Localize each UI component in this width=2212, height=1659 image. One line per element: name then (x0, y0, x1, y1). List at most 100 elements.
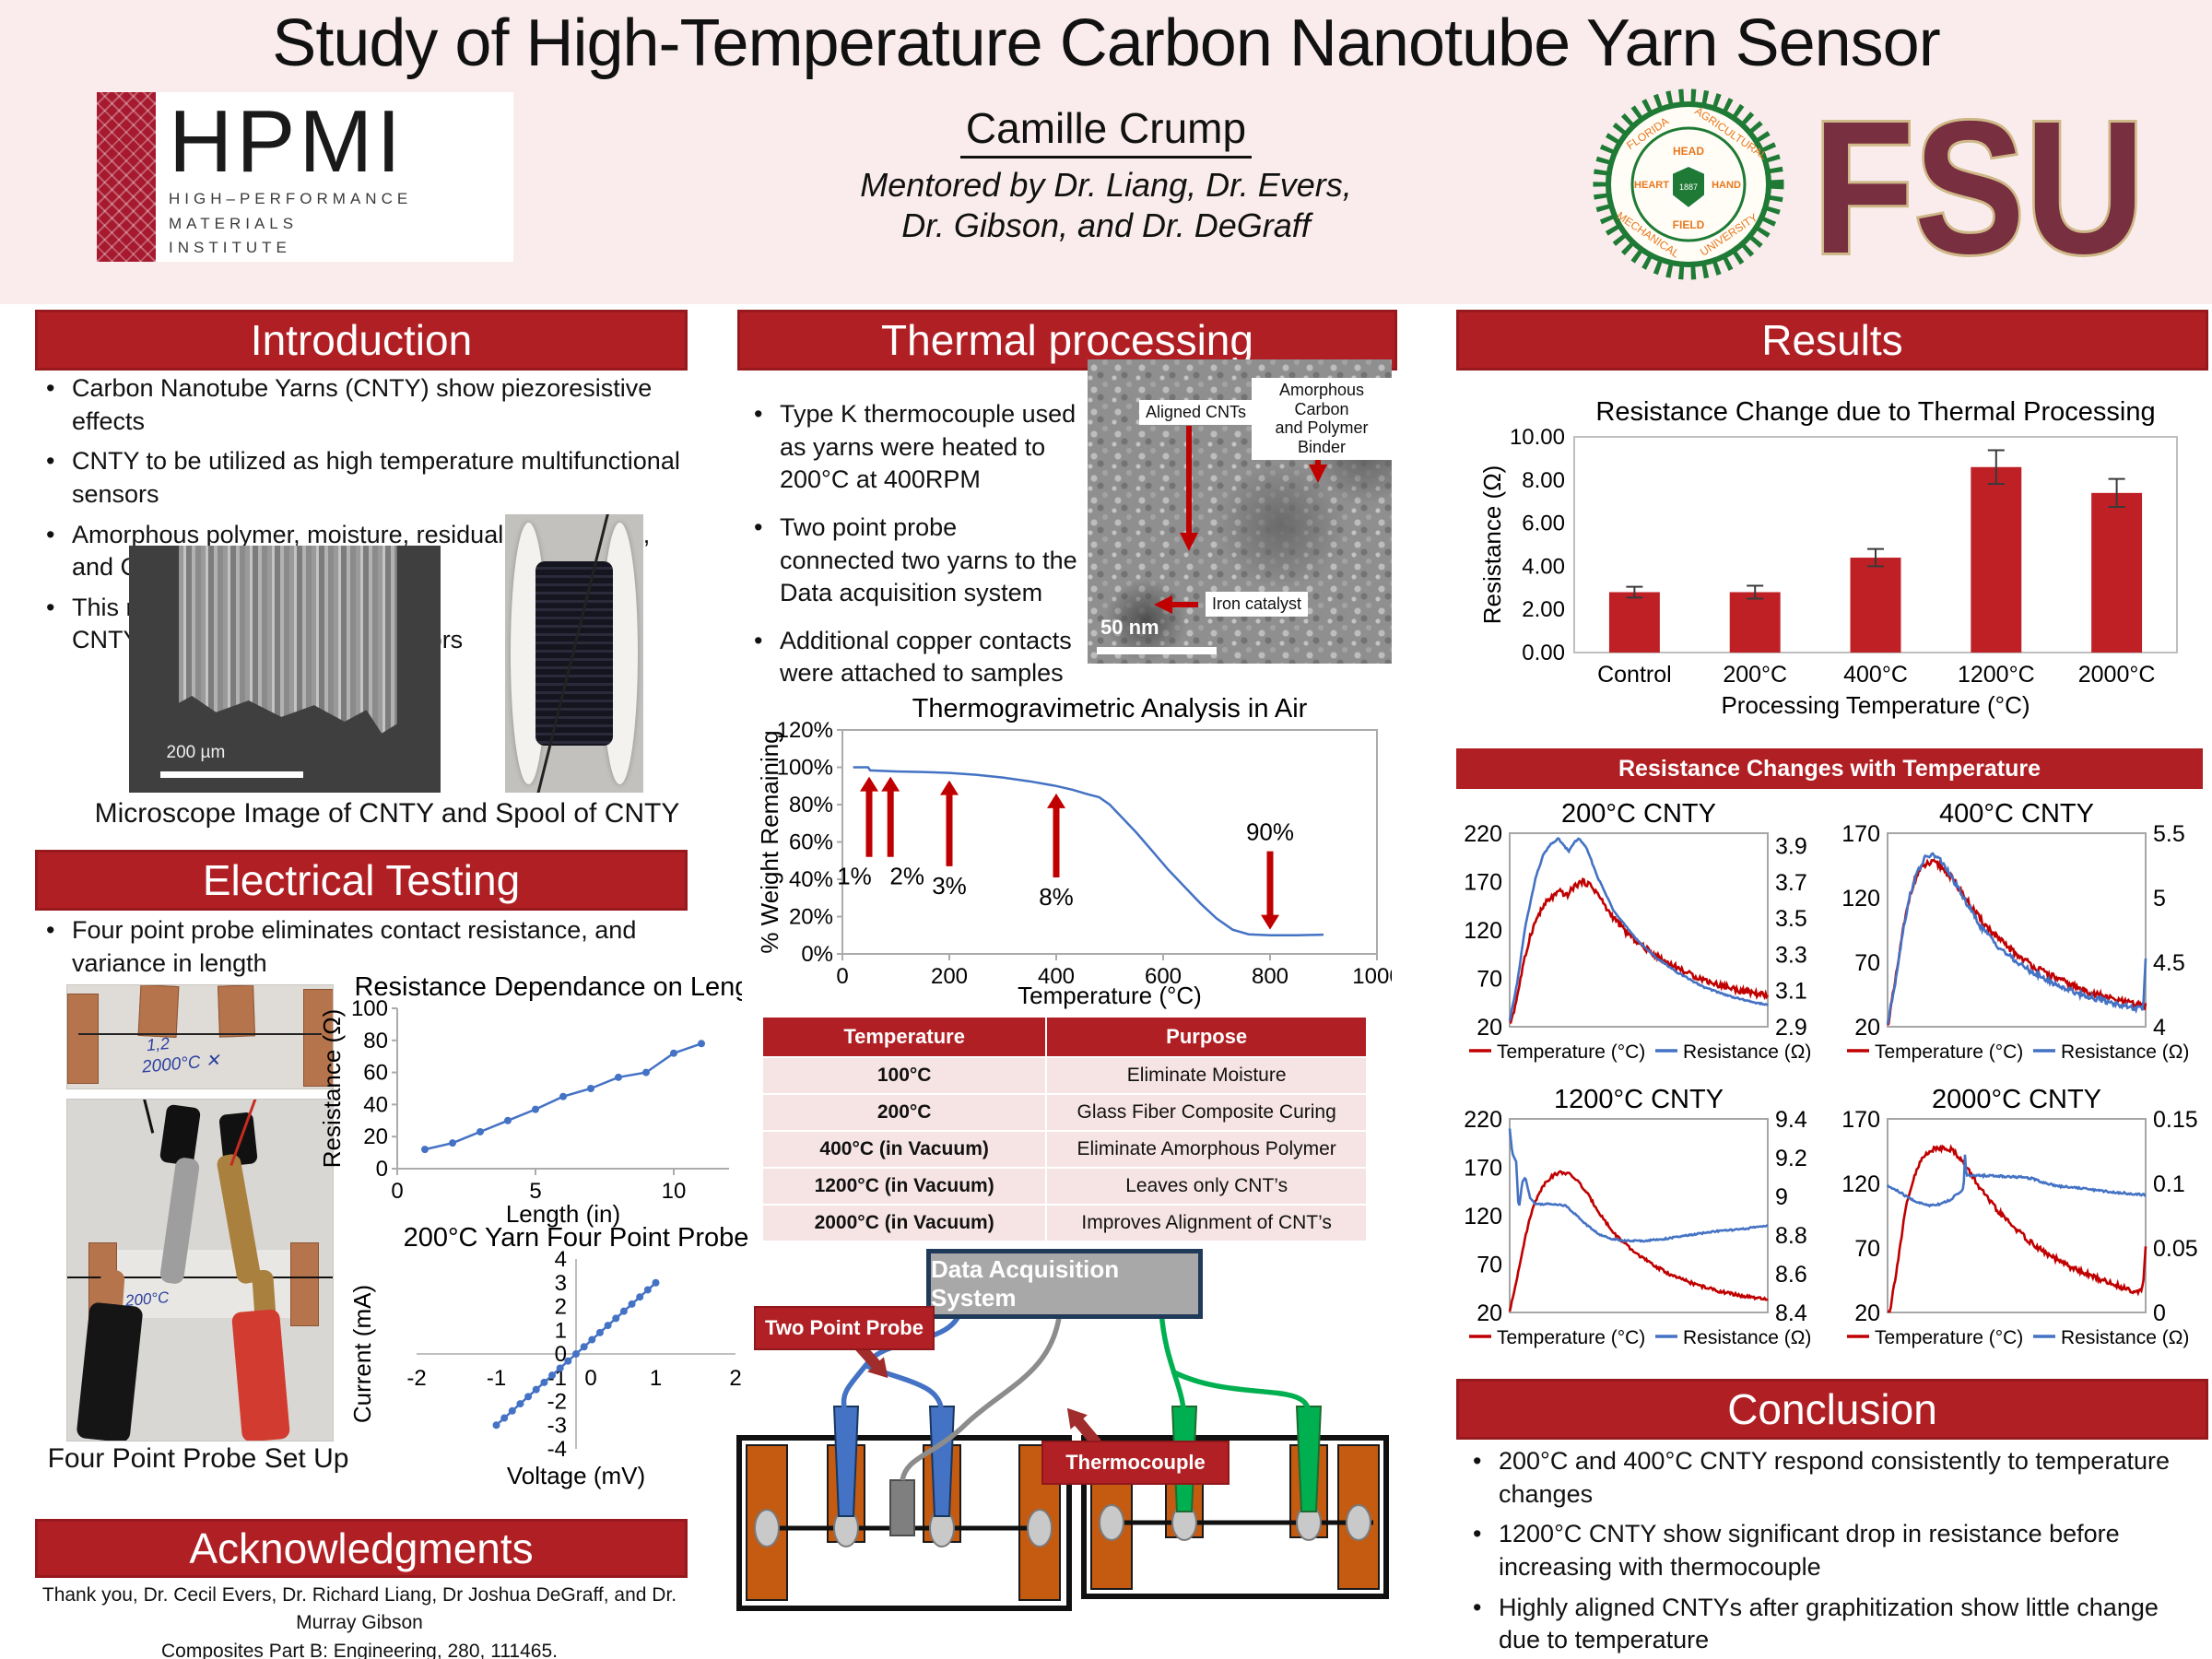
svg-text:80%: 80% (789, 793, 833, 818)
svg-text:800: 800 (1252, 964, 1288, 989)
svg-text:4: 4 (2153, 1015, 2166, 1041)
svg-text:Resistance Change due to Therm: Resistance Change due to Thermal Process… (1595, 397, 2155, 427)
svg-text:2%: 2% (889, 863, 924, 890)
svg-text:-2: -2 (547, 1390, 567, 1415)
svg-text:Resistance (Ω): Resistance (Ω) (1683, 1327, 1811, 1348)
chart-tga: Thermogravimetric Analysis in Air 0% 20% 40… (756, 693, 1392, 1011)
svg-text:100: 100 (351, 996, 388, 1021)
spool-photo (505, 514, 643, 793)
electrical-bullets: Four point probe eliminates contact resi… (37, 914, 710, 987)
svg-text:70: 70 (1477, 967, 1502, 993)
thermal-table: Temperature Purpose 100°C Eliminate Mois… (760, 1016, 1368, 1242)
conclusion-bullets: 200°C and 400°C CNTY respond consistentl… (1464, 1445, 2203, 1659)
svg-text:0.1: 0.1 (2153, 1171, 2185, 1197)
svg-text:10: 10 (662, 1179, 687, 1204)
svg-text:Resistance (Ω): Resistance (Ω) (318, 1009, 346, 1169)
svg-text:6.00: 6.00 (1522, 512, 1565, 536)
two-point-probe-pin (832, 1406, 860, 1517)
hpmi-subline-2: MATERIALS (169, 214, 299, 232)
svg-text:2: 2 (555, 1295, 567, 1320)
ack-line: Thank you, Dr. Cecil Evers, Dr. Richard … (41, 1584, 677, 1634)
svg-text:200°C: 200°C (1723, 662, 1787, 688)
table-row: 1200°C (in Vacuum) Leaves only CNT’s (760, 1167, 1368, 1206)
svg-text:0: 0 (584, 1366, 596, 1391)
table-header-purpose: Purpose (1045, 1016, 1368, 1058)
svg-text:2000°C: 2000°C (2078, 662, 2156, 688)
svg-text:4.5: 4.5 (2153, 950, 2185, 976)
section-title-conclusion: Conclusion (1456, 1379, 2208, 1440)
thermal-bullet: Type K thermocouple used as yarns were h… (745, 398, 1078, 497)
svg-text:1%: 1% (837, 863, 872, 890)
svg-text:Control: Control (1597, 662, 1672, 688)
svg-text:20: 20 (1477, 1300, 1502, 1326)
svg-text:-2: -2 (406, 1366, 426, 1391)
svg-text:400: 400 (1038, 964, 1075, 989)
clip-sleeve (159, 1104, 202, 1167)
svg-text:0: 0 (391, 1179, 403, 1204)
svg-text:1: 1 (555, 1318, 567, 1343)
svg-text:0.15: 0.15 (2153, 1107, 2198, 1133)
svg-text:2.00: 2.00 (1522, 597, 1565, 622)
sem-scalebar-label: 200 µm (166, 742, 226, 762)
svg-text:HEART: HEART (1634, 180, 1669, 191)
svg-text:90%: 90% (1246, 818, 1294, 846)
svg-text:200°C CNTY: 200°C CNTY (1561, 800, 1716, 829)
svg-text:220: 220 (1464, 821, 1502, 847)
svg-text:-3: -3 (547, 1413, 567, 1438)
svg-text:120: 120 (1464, 918, 1502, 944)
daq-label: Data Acquisition System (926, 1249, 1203, 1319)
svg-text:170: 170 (1464, 1156, 1502, 1182)
svg-text:120%: 120% (777, 718, 833, 743)
author-block: Camille Crump Mentored by Dr. Liang, Dr.… (830, 103, 1382, 245)
table-header-temperature: Temperature (760, 1016, 1048, 1058)
two-point-probe-label: Two Point Probe (754, 1306, 935, 1350)
svg-text:Temperature (°C): Temperature (°C) (1875, 1327, 2023, 1348)
red-clip (231, 1309, 291, 1441)
page-title: Study of High-Temperature Carbon Nanotub… (272, 6, 1940, 80)
svg-text:400°C CNTY: 400°C CNTY (1939, 800, 2094, 829)
section-title-electrical-testing: Electrical Testing (35, 850, 688, 911)
svg-text:70: 70 (1854, 1236, 1880, 1262)
svg-text:FSU: FSU (1813, 94, 2145, 289)
svg-text:HEAD: HEAD (1673, 145, 1704, 158)
svg-text:60%: 60% (789, 830, 833, 855)
svg-text:80: 80 (363, 1029, 388, 1053)
svg-text:0: 0 (376, 1157, 388, 1182)
svg-text:100%: 100% (777, 756, 833, 781)
svg-text:0%: 0% (801, 942, 833, 967)
chart-four-point-probe-iv: 200°C Yarn Four Point Probe -2 -1 0 1 2 -4 -3 -2… (348, 1222, 754, 1491)
svg-text:20%: 20% (789, 905, 833, 930)
thermal-bullets: Type K thermocouple used as yarns were h… (745, 398, 1078, 705)
svg-text:0: 0 (836, 964, 848, 989)
svg-text:Temperature (°C): Temperature (°C) (1875, 1041, 2023, 1063)
svg-text:170: 170 (1841, 1107, 1880, 1133)
green-wire (1171, 1369, 1311, 1410)
svg-text:0.05: 0.05 (2153, 1236, 2198, 1262)
chart-cnty-2000: 2000°C CNTY 20 70 120 170 0 0.05 0.1 0.15 Tempera… (1834, 1086, 2203, 1355)
thermal-bullet: Additional copper contacts were attached… (745, 625, 1078, 690)
mentors-line-2: Dr. Gibson, and Dr. DeGraff (901, 206, 1311, 244)
svg-text:40: 40 (363, 1092, 388, 1117)
svg-text:0.00: 0.00 (1522, 641, 1565, 665)
sample-strip-photo: 1,2 2000°C ✕ (66, 984, 334, 1089)
svg-text:3.1: 3.1 (1775, 979, 1807, 1005)
table-row: 100°C Eliminate Moisture (760, 1056, 1368, 1095)
chart-cnty-200: 200°C CNTY 20 70 120 170 220 2.9 3.1 3.3 3.5 3.7 3.… (1456, 800, 1825, 1069)
svg-text:HAND: HAND (1712, 180, 1741, 191)
svg-text:220: 220 (1464, 1107, 1502, 1133)
thermocouple-label: Thermocouple (1041, 1441, 1230, 1485)
svg-text:Voltage (mV): Voltage (mV) (507, 1462, 645, 1489)
hpmi-subline-1: HIGH–PERFORMANCE (169, 190, 413, 207)
svg-text:4.00: 4.00 (1522, 554, 1565, 579)
tem-label-amorphous: Amorphous Carbon and Polymer Binder (1252, 378, 1392, 460)
svg-text:Temperature (°C): Temperature (°C) (1497, 1041, 1645, 1063)
fsu-logo-icon: FSU (1810, 94, 2147, 289)
mentors-line-1: Mentored by Dr. Liang, Dr. Evers, (860, 166, 1352, 204)
svg-text:20: 20 (1854, 1300, 1880, 1326)
svg-text:120: 120 (1464, 1204, 1502, 1230)
acknowledgments-text: Thank you, Dr. Cecil Evers, Dr. Richard … (37, 1582, 682, 1659)
svg-text:10.00: 10.00 (1510, 425, 1565, 450)
tem-scalebar-label: 50 nm (1100, 616, 1159, 639)
callout-arrow (1066, 1407, 1101, 1447)
